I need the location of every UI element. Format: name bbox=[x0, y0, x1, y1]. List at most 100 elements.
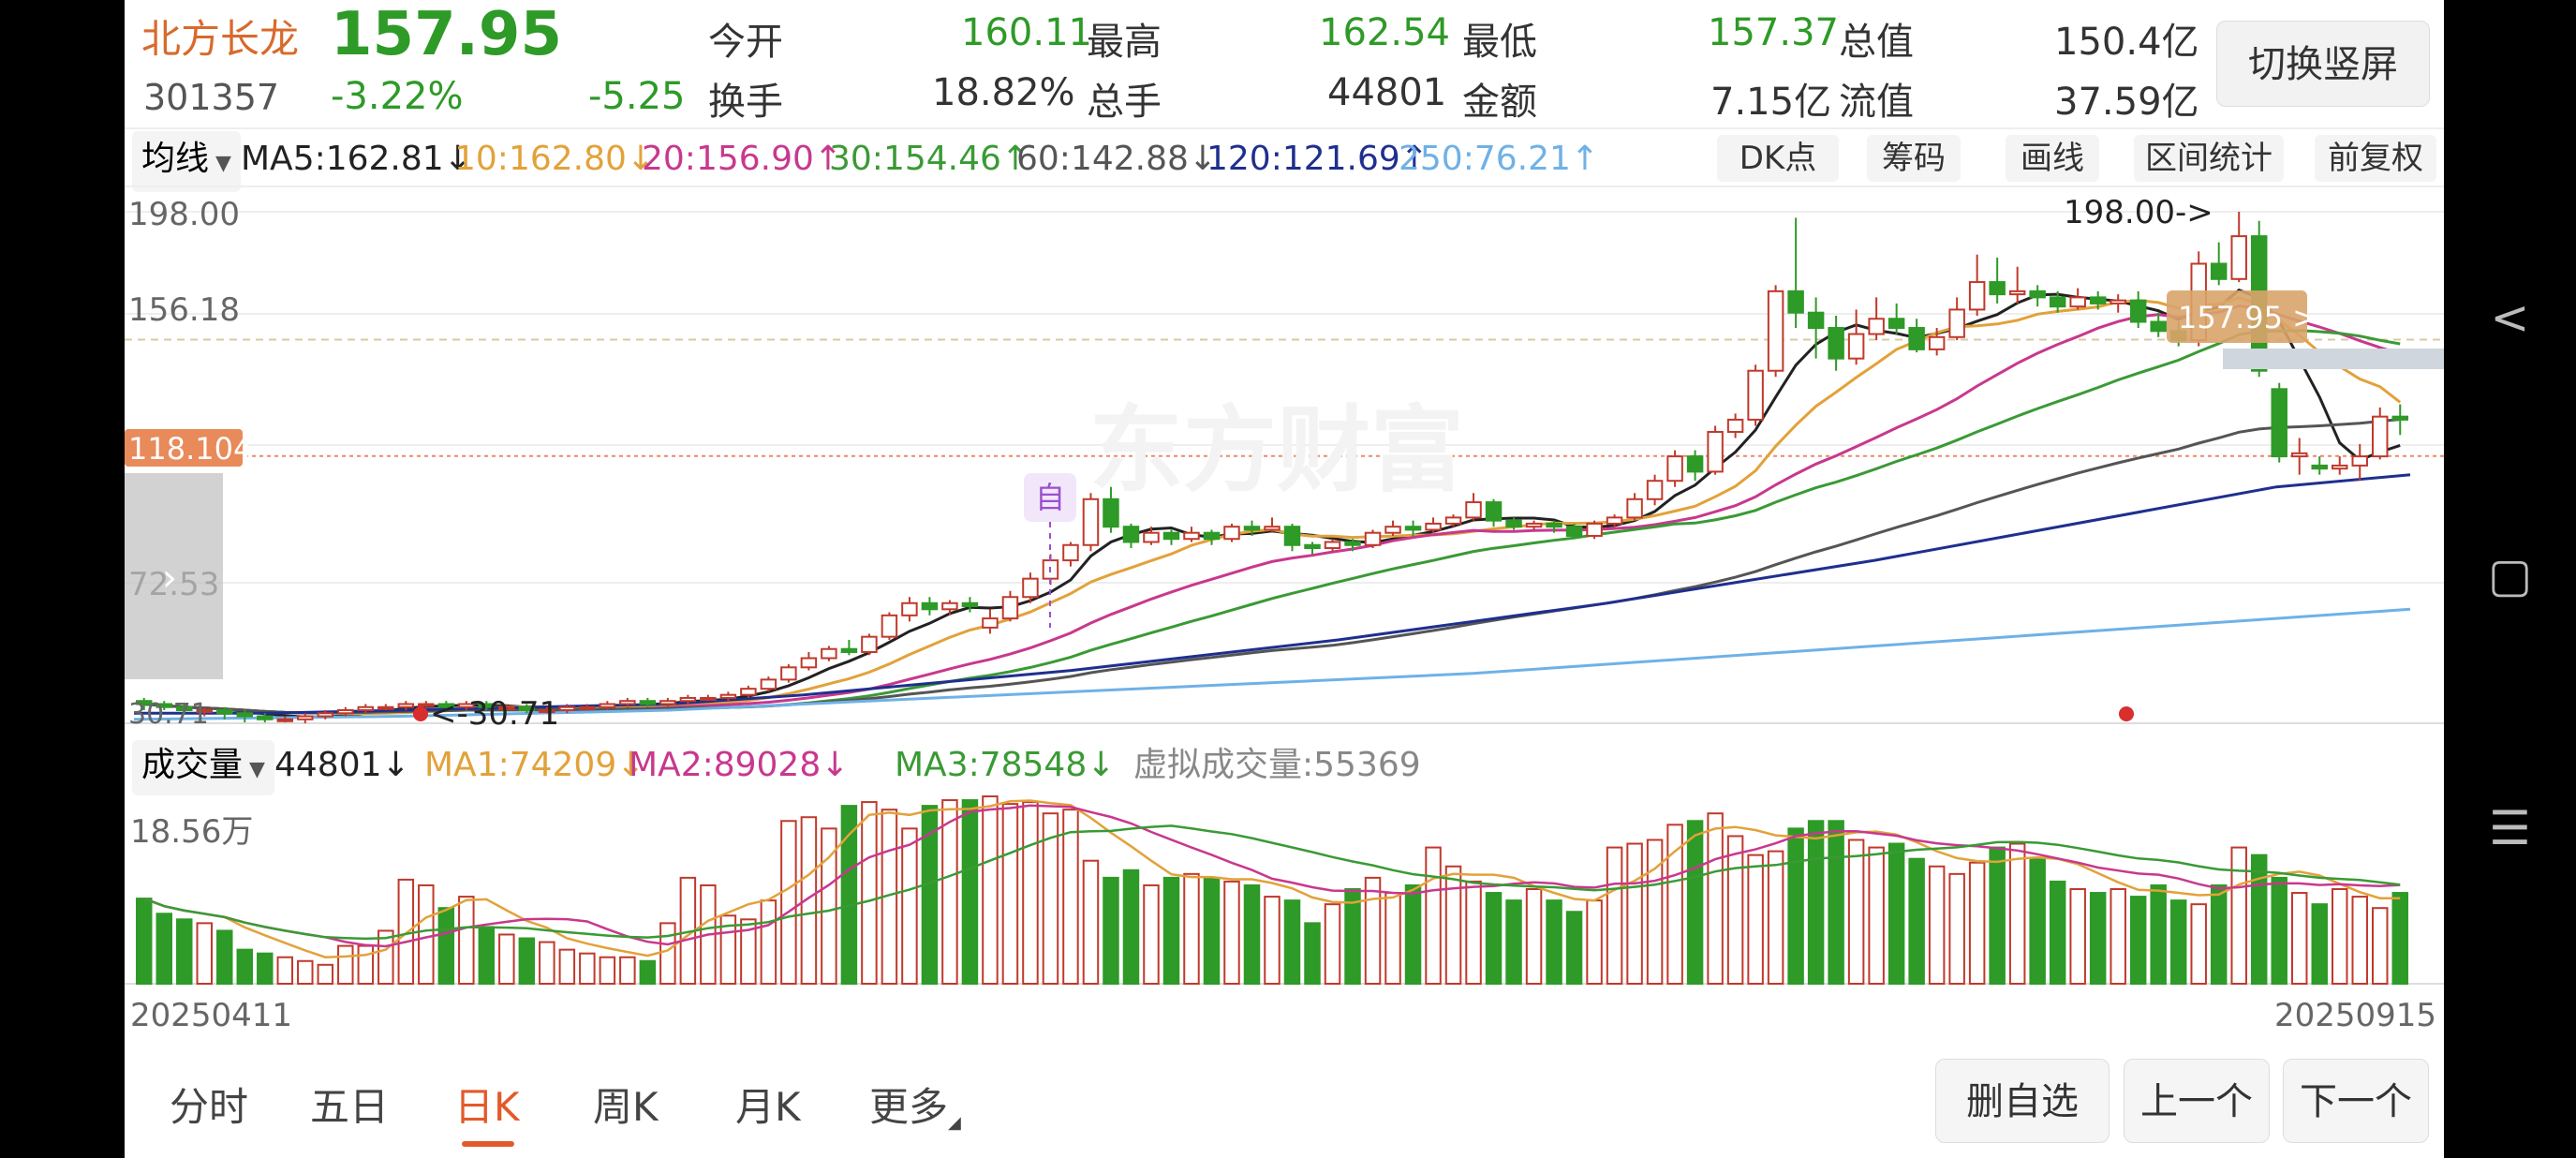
volume-bar bbox=[1143, 883, 1160, 986]
last-price-marker: 157.95 > bbox=[2178, 300, 2317, 335]
candle-body bbox=[1707, 430, 1724, 473]
volume-bar bbox=[740, 918, 757, 986]
candle-body bbox=[1283, 526, 1301, 546]
candle-body bbox=[437, 703, 455, 708]
candle-body bbox=[861, 635, 878, 653]
tab-five-day[interactable]: 五日 bbox=[310, 1084, 390, 1130]
candle-body bbox=[1223, 526, 1240, 541]
tab-intraday[interactable]: 分时 bbox=[170, 1084, 249, 1130]
volume-bar bbox=[276, 956, 294, 985]
date-start: 20250411 bbox=[130, 997, 293, 1034]
candle-body bbox=[1928, 335, 1946, 350]
stock-name: 北方长龙 bbox=[141, 16, 300, 62]
kline-chart[interactable]: 东方财富198.00156.18118.10472.5330.71›198.00… bbox=[125, 0, 2444, 1031]
chips-button[interactable]: 筹码 bbox=[1867, 135, 1961, 182]
candle-body bbox=[2069, 296, 2086, 308]
volume-bar bbox=[1928, 865, 1946, 986]
volume-bar bbox=[2129, 896, 2147, 986]
volume-bar bbox=[2331, 888, 2348, 985]
volume-bar bbox=[2089, 892, 2107, 985]
candle-body bbox=[821, 647, 837, 660]
volume-ma2: MA2:89028↓ bbox=[629, 746, 850, 784]
event-dot bbox=[2119, 706, 2134, 721]
volume-bar bbox=[1485, 892, 1503, 985]
volume-bar bbox=[2049, 880, 2066, 985]
active-tab-indicator bbox=[462, 1141, 514, 1147]
candle-body bbox=[2049, 296, 2066, 308]
tab-weekly-k[interactable]: 周K bbox=[593, 1084, 659, 1130]
volume-bar bbox=[2150, 883, 2167, 986]
ma20-value: 20:156.90↑ bbox=[642, 140, 843, 178]
volume-bar bbox=[821, 827, 837, 985]
tab-more[interactable]: 更多◢ bbox=[869, 1076, 961, 1133]
volume-bar bbox=[1444, 865, 1462, 986]
home-icon[interactable]: ▢ bbox=[2487, 548, 2533, 602]
low-marker: <-30.71 bbox=[430, 695, 559, 733]
next-button[interactable]: 下一个 bbox=[2283, 1059, 2429, 1143]
volume-bar bbox=[1162, 876, 1180, 986]
dk-point-button[interactable]: DK点 bbox=[1717, 135, 1839, 182]
volume-bar bbox=[418, 883, 435, 986]
candle-body bbox=[1868, 318, 1885, 335]
volume-selector[interactable]: 成交量 ▼ bbox=[132, 740, 274, 795]
back-icon[interactable]: < bbox=[2490, 290, 2530, 345]
last-price-tag-bg bbox=[2167, 290, 2307, 343]
remove-watchlist-button[interactable]: 删自选 bbox=[1935, 1059, 2110, 1143]
volume-bar bbox=[317, 963, 334, 986]
candle-body bbox=[840, 647, 858, 653]
volume-bar bbox=[437, 907, 455, 986]
volume-bar bbox=[1324, 903, 1341, 985]
volume-indicator-bar: 成交量 ▼ 44801↓ MA1:74209↓ MA2:89028↓ MA3:7… bbox=[125, 740, 2444, 795]
candle-body bbox=[1022, 577, 1039, 599]
previous-button[interactable]: 上一个 bbox=[2124, 1059, 2270, 1143]
volume-bar bbox=[861, 801, 878, 986]
y-label-max: 198.00 bbox=[128, 196, 240, 233]
menu-icon[interactable]: ☰ bbox=[2489, 801, 2531, 855]
candle-body bbox=[1525, 522, 1543, 528]
ma-selector[interactable]: 均线 ▼ bbox=[132, 131, 241, 192]
candle-body bbox=[1666, 455, 1683, 482]
volume-bar bbox=[1868, 846, 1885, 985]
change-percent: -3.22% bbox=[331, 75, 464, 118]
tab-monthly-k[interactable]: 月K bbox=[735, 1084, 801, 1130]
ma60-value: 60:142.88↓ bbox=[1016, 140, 1218, 178]
chevron-down-icon: ▼ bbox=[209, 152, 231, 175]
low-point-dot bbox=[413, 706, 428, 721]
candle-body bbox=[1183, 531, 1200, 541]
candle-body bbox=[1264, 526, 1281, 531]
stat-label-total-value: 总值 bbox=[1839, 21, 1914, 64]
system-nav-bar: < ▢ ☰ bbox=[2444, 0, 2576, 1158]
ma-selector-label: 均线 bbox=[141, 140, 210, 178]
volume-bar bbox=[619, 956, 636, 985]
volume-bar bbox=[941, 799, 958, 985]
volume-bar bbox=[760, 899, 777, 985]
volume-bar bbox=[982, 795, 999, 986]
candle-body bbox=[1465, 501, 1482, 519]
volume-bar bbox=[1606, 846, 1623, 985]
tab-daily-k[interactable]: 日K bbox=[454, 1084, 520, 1130]
ma-indicator-bar: 均线 ▼ MA5:162.81↓ 10:162.80↓ 20:156.90↑ 3… bbox=[125, 131, 2444, 192]
draw-line-button[interactable]: 画线 bbox=[2006, 135, 2099, 182]
stat-value-total-value: 150.4亿 bbox=[2054, 21, 2199, 64]
volume-bar bbox=[1908, 857, 1925, 985]
range-stats-button[interactable]: 区间统计 bbox=[2134, 135, 2284, 182]
volume-bar bbox=[1525, 888, 1543, 985]
candle-body bbox=[236, 712, 254, 718]
candle-body bbox=[1968, 281, 1986, 311]
candle-body bbox=[1344, 541, 1361, 546]
volume-bar bbox=[1425, 846, 1442, 985]
volume-bar bbox=[1505, 899, 1522, 985]
volume-bar bbox=[1767, 850, 1784, 985]
volume-current: 44801↓ bbox=[274, 746, 410, 784]
volume-bar bbox=[498, 933, 515, 985]
tab-more-label: 更多 bbox=[869, 1084, 949, 1130]
volume-bar bbox=[2290, 892, 2308, 985]
candle-body bbox=[2008, 290, 2026, 296]
volume-bar bbox=[1726, 835, 1744, 985]
volume-ma2-line bbox=[143, 804, 2401, 948]
volume-bar bbox=[518, 937, 536, 986]
volume-bar bbox=[901, 827, 918, 985]
candle-body bbox=[1787, 290, 1804, 314]
switch-portrait-button[interactable]: 切换竖屏 bbox=[2216, 21, 2430, 107]
forward-adjust-button[interactable]: 前复权 bbox=[2315, 135, 2436, 182]
